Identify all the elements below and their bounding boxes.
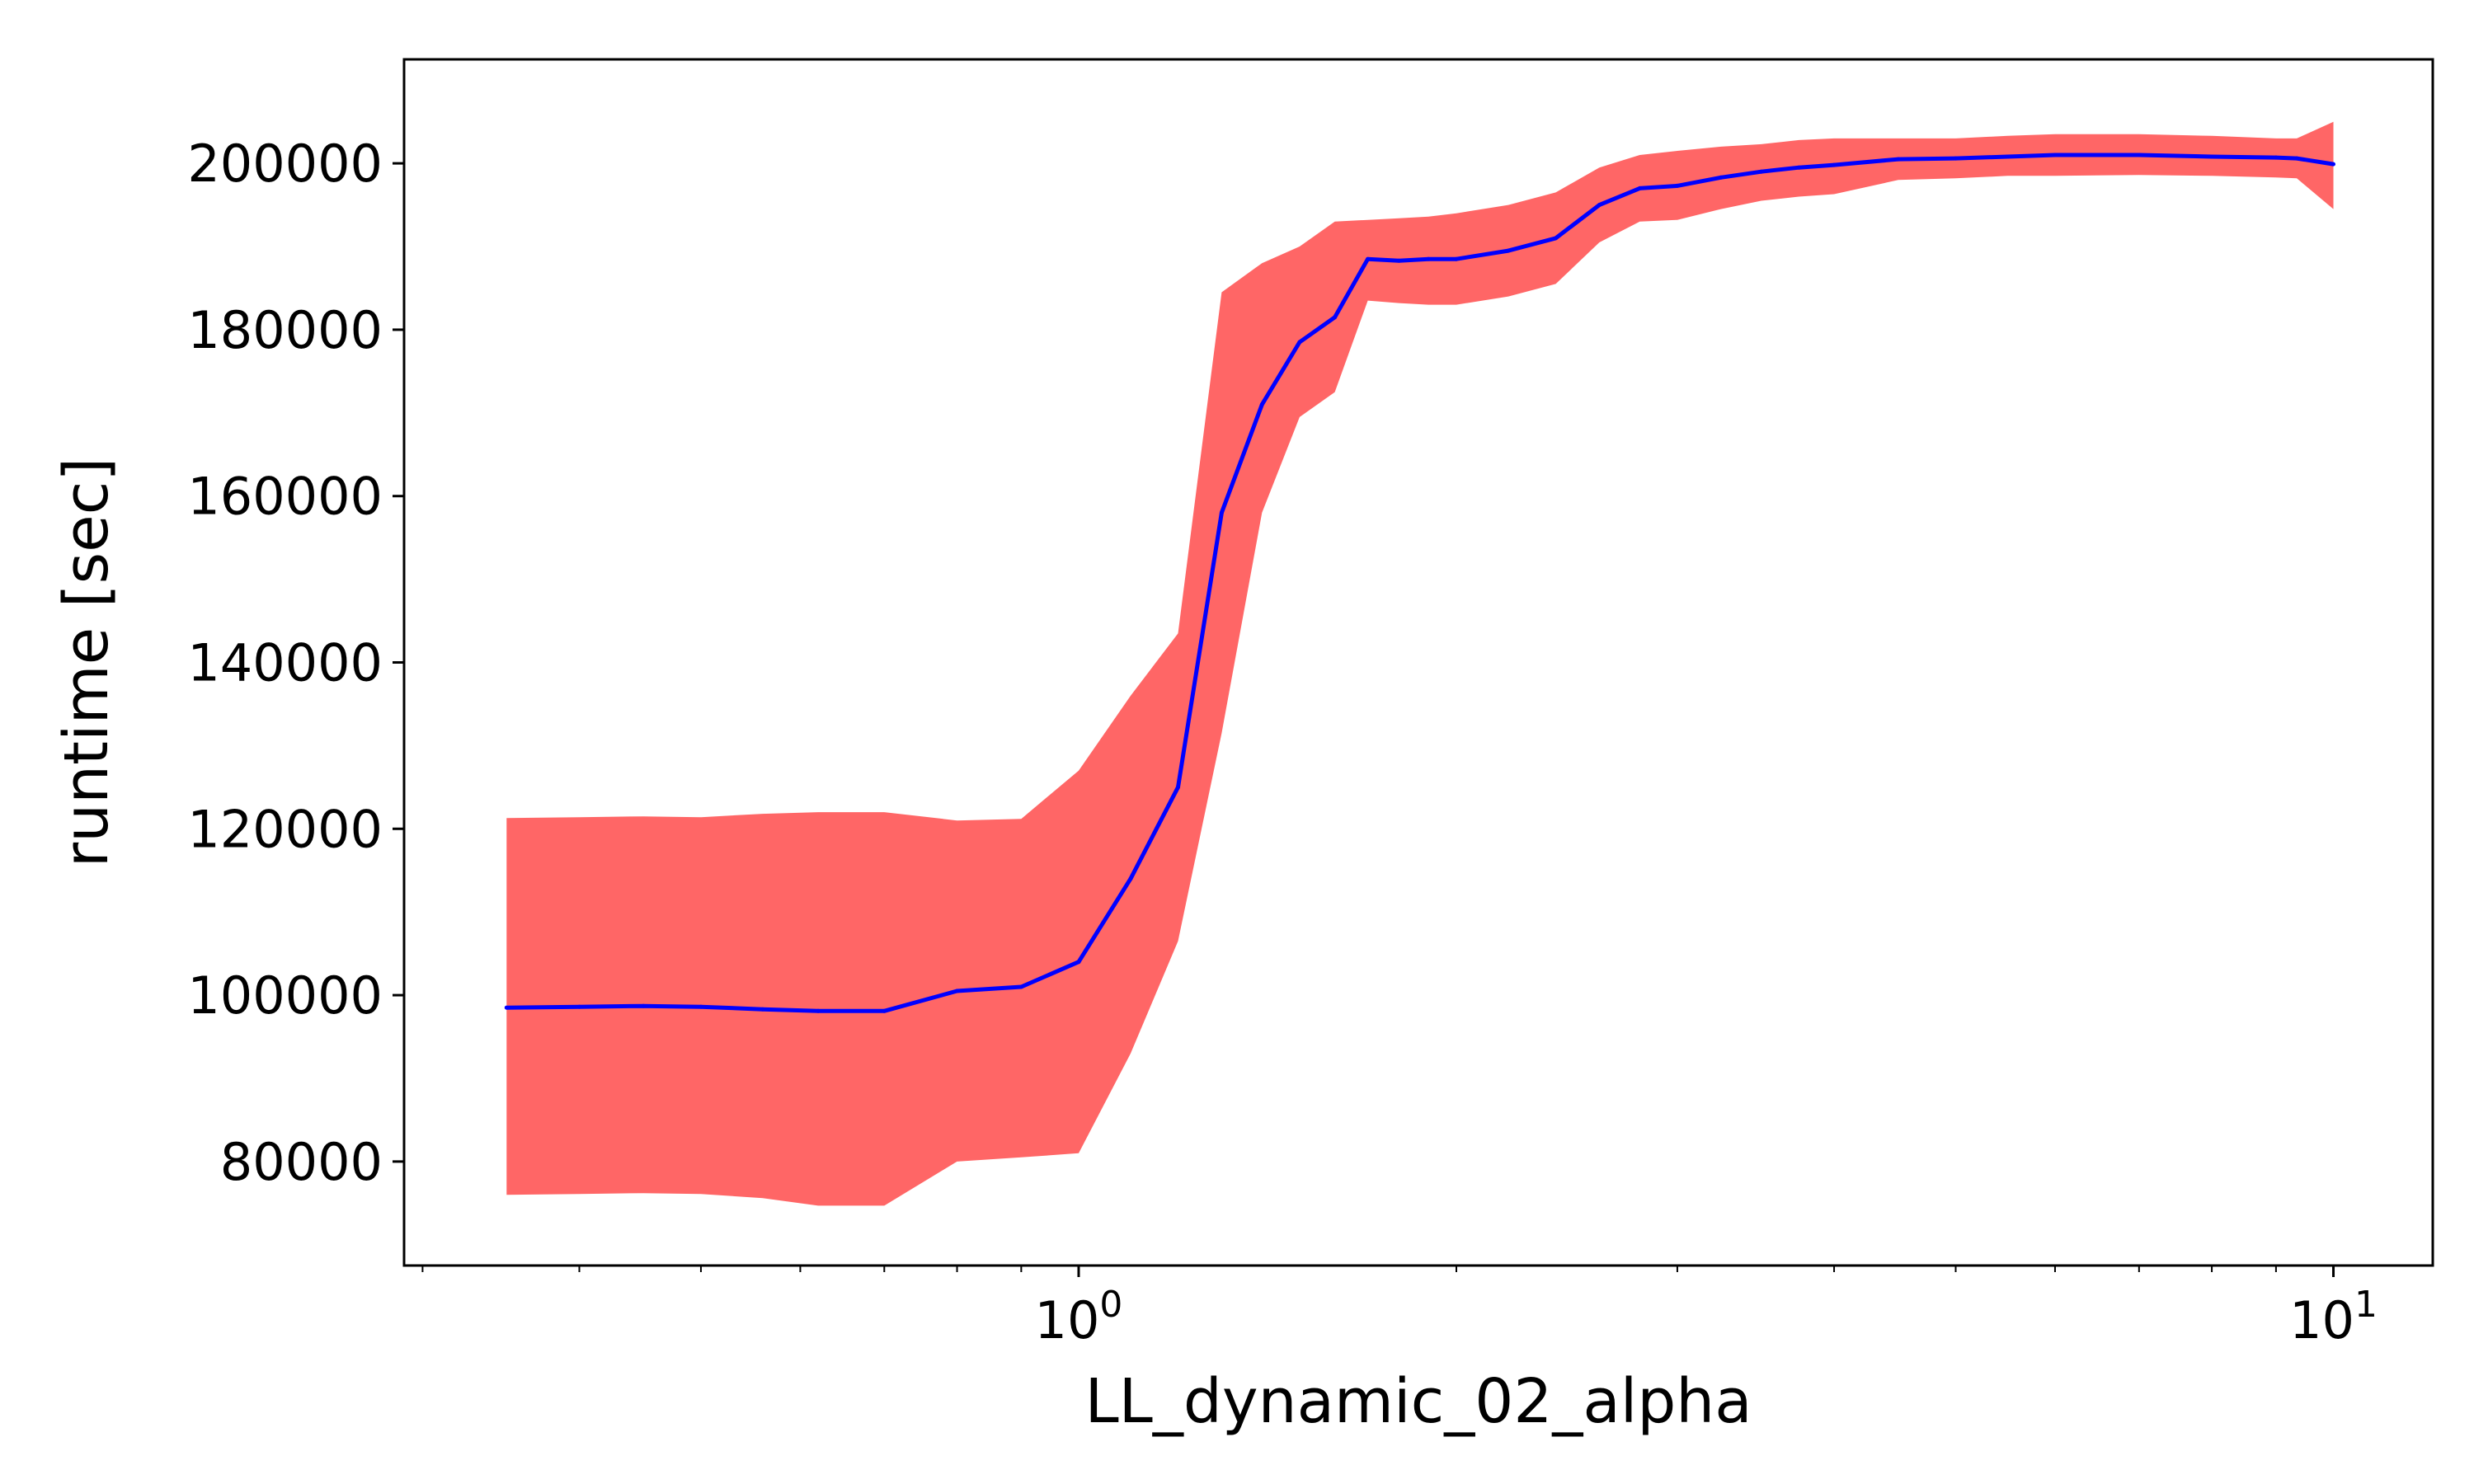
series-0-point <box>2137 153 2142 157</box>
series-0-point <box>2331 162 2335 167</box>
y-tick-label: 80000 <box>220 1132 383 1192</box>
series-0-point <box>2209 154 2214 159</box>
series-0-point <box>1796 165 1801 170</box>
series-0-point <box>1506 248 1511 253</box>
series-0-point <box>1954 156 1958 161</box>
series-0-point <box>1637 186 1642 190</box>
series-0-point <box>1896 157 1901 162</box>
y-tick-label: 100000 <box>187 965 383 1026</box>
y-tick-label: 120000 <box>187 799 383 859</box>
series-0-point <box>1018 984 1023 989</box>
series-0-point <box>504 1005 509 1010</box>
series-0-band <box>506 121 2334 1206</box>
y-tick-label: 160000 <box>187 467 383 527</box>
series-0-point <box>641 1003 646 1008</box>
series-0-point <box>882 1008 887 1013</box>
series-0-point <box>1454 256 1459 261</box>
y-tick-label: 180000 <box>187 300 383 360</box>
x-tick-label: 100 <box>1035 1284 1123 1350</box>
series-0-point <box>1832 162 1837 167</box>
series-0-point <box>1426 256 1431 261</box>
series-0-point <box>1176 785 1180 790</box>
y-tick-label: 140000 <box>187 633 383 693</box>
series-0-point <box>1076 960 1081 965</box>
series-0-point <box>2294 156 2299 161</box>
x-tick-label: 101 <box>2289 1284 2378 1350</box>
y-tick-label: 200000 <box>187 134 383 194</box>
plot-area <box>504 121 2335 1206</box>
series-0-point <box>2006 154 2010 159</box>
series-0-point <box>1675 183 1680 188</box>
axes: 80000 100000 120000 140000 160000 180000 20000… <box>187 134 2378 1350</box>
series-0-point <box>1759 169 1764 174</box>
series-0-point <box>2274 155 2279 160</box>
series-0-point <box>2053 153 2058 157</box>
series-0-point <box>816 1008 821 1013</box>
series-0-point <box>1396 258 1401 263</box>
series-0-point <box>760 1007 765 1012</box>
series-0-point <box>1259 402 1264 407</box>
series-0-point <box>698 1004 703 1009</box>
y-axis-label: runtime [sec] <box>51 458 122 867</box>
series-0-line <box>506 153 2334 1013</box>
series-0-point <box>1128 876 1133 881</box>
x-axis-label: LL_dynamic_02_alpha <box>1084 1366 1752 1437</box>
series-0-point <box>577 1004 581 1009</box>
series-0-point <box>1297 340 1302 345</box>
series-0-point <box>1333 315 1338 320</box>
series-0-point <box>1554 236 1558 241</box>
series-0-point <box>1597 203 1602 208</box>
series-0-point <box>955 989 959 993</box>
series-0-point <box>1219 510 1224 515</box>
series-0-point <box>1719 175 1724 180</box>
series-0-point <box>1366 256 1371 261</box>
